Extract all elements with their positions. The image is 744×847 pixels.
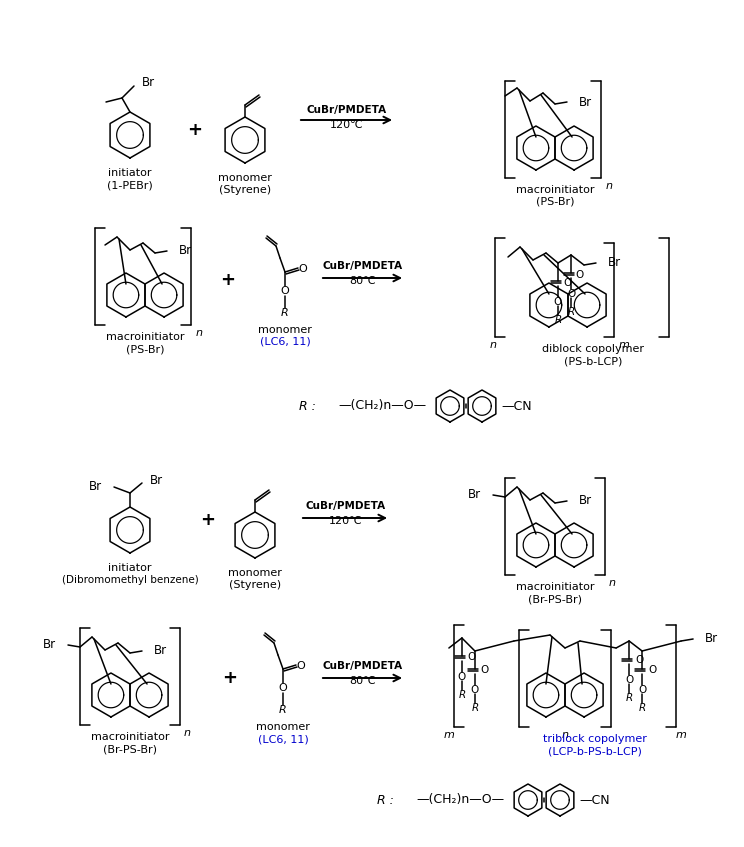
- Text: macroinitiator: macroinitiator: [106, 332, 185, 342]
- Text: CuBr/PMDETA: CuBr/PMDETA: [323, 261, 403, 271]
- Text: triblock copolymer: triblock copolymer: [543, 734, 647, 744]
- Text: n: n: [609, 578, 616, 588]
- Text: n: n: [184, 728, 191, 738]
- Text: R :: R :: [298, 400, 315, 412]
- Text: R :: R :: [376, 794, 394, 806]
- Text: Br: Br: [89, 480, 102, 494]
- Text: n: n: [562, 730, 568, 740]
- Text: m: m: [619, 340, 630, 350]
- Text: O: O: [635, 655, 644, 665]
- Text: R: R: [554, 315, 562, 325]
- Text: Br: Br: [179, 245, 192, 257]
- Text: 120℃: 120℃: [329, 516, 363, 526]
- Text: CuBr/PMDETA: CuBr/PMDETA: [306, 501, 386, 511]
- Text: Br: Br: [142, 76, 155, 90]
- Text: 80℃: 80℃: [350, 676, 376, 686]
- Text: +: +: [222, 669, 237, 687]
- Text: macroinitiator: macroinitiator: [516, 582, 594, 592]
- Text: O: O: [648, 665, 656, 675]
- Text: O: O: [458, 672, 466, 682]
- Text: initiator: initiator: [108, 168, 152, 178]
- Text: m: m: [443, 730, 455, 740]
- Text: —CN: —CN: [580, 794, 610, 806]
- Text: Br: Br: [468, 489, 481, 501]
- Text: monomer: monomer: [258, 325, 312, 335]
- Text: Br: Br: [43, 639, 56, 651]
- Text: (PS-Br): (PS-Br): [536, 197, 574, 207]
- Text: (PS-Br): (PS-Br): [126, 344, 164, 354]
- Text: R: R: [626, 693, 632, 703]
- Text: +: +: [200, 511, 216, 529]
- Text: O: O: [481, 665, 489, 675]
- Text: CuBr/PMDETA: CuBr/PMDETA: [323, 661, 403, 671]
- Text: Br: Br: [579, 495, 592, 507]
- Text: 80℃: 80℃: [350, 276, 376, 286]
- Text: (Dibromomethyl benzene): (Dibromomethyl benzene): [62, 575, 199, 585]
- Text: macroinitiator: macroinitiator: [91, 732, 169, 742]
- Text: R: R: [638, 703, 646, 713]
- Text: O: O: [576, 270, 584, 280]
- Text: Br: Br: [579, 96, 592, 108]
- Text: diblock copolymer: diblock copolymer: [542, 344, 644, 354]
- Text: 120℃: 120℃: [330, 120, 364, 130]
- Text: O: O: [280, 286, 289, 296]
- Text: Br: Br: [150, 474, 163, 488]
- Text: Br: Br: [705, 633, 718, 645]
- Text: (Styrene): (Styrene): [229, 580, 281, 590]
- Text: (PS-b-LCP): (PS-b-LCP): [564, 356, 622, 366]
- Text: monomer: monomer: [218, 173, 272, 183]
- Text: O: O: [567, 289, 575, 299]
- Text: O: O: [554, 297, 562, 307]
- Text: Br: Br: [608, 257, 621, 269]
- Text: R: R: [568, 307, 574, 317]
- Text: —CN: —CN: [501, 400, 532, 412]
- Text: m: m: [676, 730, 687, 740]
- Text: Br: Br: [154, 645, 167, 657]
- Text: O: O: [638, 685, 647, 695]
- Text: —(CH₂)n—O—: —(CH₂)n—O—: [416, 794, 504, 806]
- Text: (LC6, 11): (LC6, 11): [260, 337, 310, 347]
- Text: n: n: [606, 181, 613, 191]
- Text: R: R: [281, 308, 289, 318]
- Text: (Br-PS-Br): (Br-PS-Br): [103, 744, 157, 754]
- Text: (Styrene): (Styrene): [219, 185, 271, 195]
- Text: (1-PEBr): (1-PEBr): [107, 180, 153, 190]
- Text: O: O: [625, 675, 633, 685]
- Text: O: O: [298, 264, 307, 274]
- Text: macroinitiator: macroinitiator: [516, 185, 594, 195]
- Text: monomer: monomer: [228, 568, 282, 578]
- Text: n: n: [196, 328, 203, 338]
- Text: O: O: [471, 685, 479, 695]
- Text: (Br-PS-Br): (Br-PS-Br): [528, 594, 582, 604]
- Text: R: R: [458, 690, 466, 700]
- Text: O: O: [278, 683, 287, 693]
- Text: monomer: monomer: [256, 722, 310, 732]
- Text: CuBr/PMDETA: CuBr/PMDETA: [307, 105, 387, 115]
- Text: (LC6, 11): (LC6, 11): [257, 734, 308, 744]
- Text: O: O: [563, 278, 571, 288]
- Text: initiator: initiator: [108, 563, 152, 573]
- Text: (LCP-b-PS-b-LCP): (LCP-b-PS-b-LCP): [548, 746, 642, 756]
- Text: +: +: [187, 121, 202, 139]
- Text: R: R: [471, 703, 478, 713]
- Text: +: +: [220, 271, 236, 289]
- Text: O: O: [297, 661, 305, 671]
- Text: n: n: [490, 340, 496, 350]
- Text: R: R: [279, 705, 287, 715]
- Text: —(CH₂)n—O—: —(CH₂)n—O—: [338, 400, 426, 412]
- Text: O: O: [468, 652, 476, 662]
